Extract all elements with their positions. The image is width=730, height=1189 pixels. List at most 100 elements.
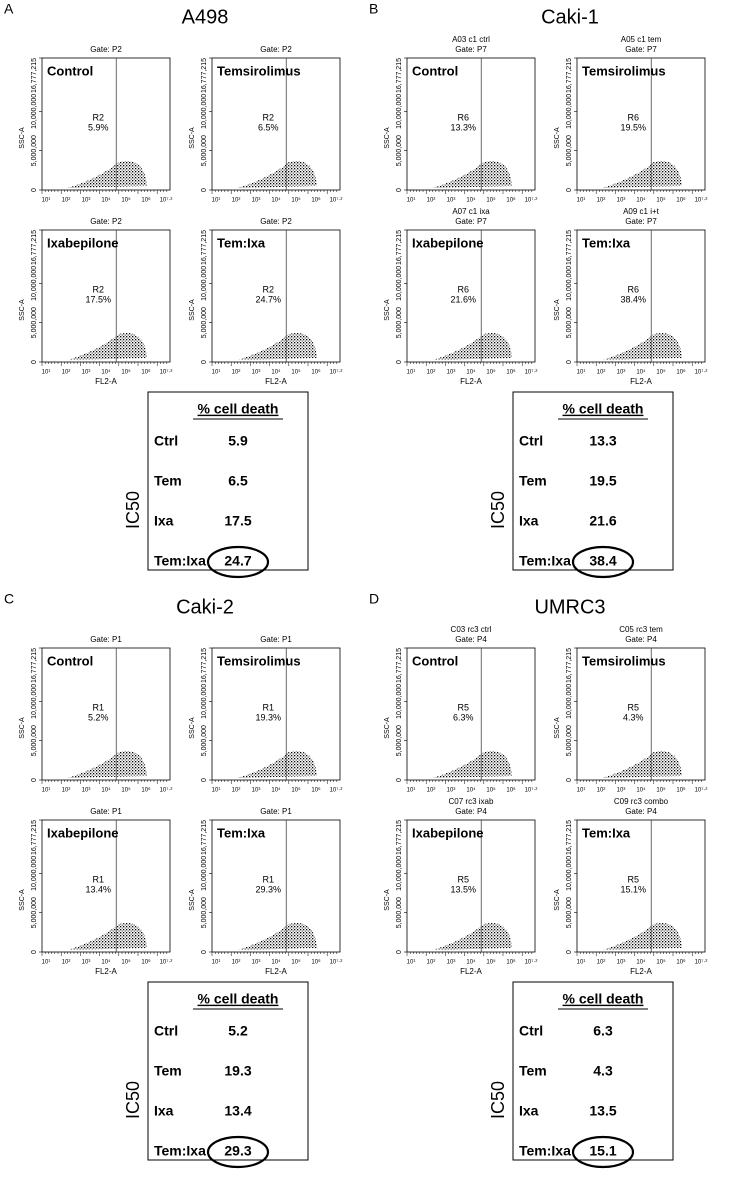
y-tick-label: 0 — [201, 950, 208, 954]
y-tick-label: 16,777,215 — [396, 820, 403, 855]
y-tick-label: 10,000,000 — [201, 266, 208, 301]
x-tick-label: 10² — [232, 198, 241, 204]
x-tick-label: 10⁵ — [121, 959, 131, 966]
plot-header: A05 c1 tem — [621, 35, 662, 44]
x-tick-label: 10⁶ — [311, 369, 321, 376]
x-tick-label: 10¹ — [407, 370, 416, 376]
x-tick-label: 10² — [427, 960, 436, 966]
y-axis-label: SSC-A — [384, 889, 391, 911]
x-tick-label: 10⁴ — [271, 959, 281, 966]
plot-label: Control — [412, 653, 458, 668]
x-tick-label: 10⁵ — [486, 197, 496, 204]
y-tick-label: 16,777,215 — [201, 230, 208, 265]
y-axis-label: SSC-A — [19, 127, 26, 149]
table-box — [147, 981, 309, 1161]
x-tick-label: 10⁵ — [121, 787, 131, 794]
row-value: 17.5 — [224, 513, 251, 529]
region-percent: 4.3% — [623, 712, 644, 722]
plot-header: Gate: P4 — [625, 807, 657, 816]
row-value: 5.9 — [228, 433, 248, 449]
x-tick-label: 10⁷·² — [525, 197, 538, 204]
region-percent: 38.4% — [620, 294, 646, 304]
x-tick-label: 10³ — [447, 960, 456, 966]
dot-cloud — [237, 923, 317, 950]
region-percent: 13.4% — [85, 884, 111, 894]
y-tick-label: 5,000,000 — [566, 307, 573, 338]
y-tick-label: 10,000,000 — [566, 266, 573, 301]
table-box — [147, 391, 309, 571]
result-table: % cell death IC50 Ctrl 13.3 Tem 19.5 Ixa 21.6 Te… — [488, 391, 674, 579]
plot-header: Gate: P1 — [90, 635, 122, 644]
x-tick-label: 10² — [62, 198, 71, 204]
x-tick-label: 10⁷·² — [330, 787, 343, 794]
dot-cloud — [67, 333, 147, 360]
region-name: R2 — [92, 112, 104, 122]
y-tick-label: 0 — [566, 360, 573, 364]
dot-cloud — [432, 751, 512, 778]
row-value: 13.5 — [589, 1103, 616, 1119]
dot-cloud — [67, 923, 147, 950]
side-label: IC50 — [123, 1081, 143, 1119]
x-tick-label: 10⁵ — [656, 787, 666, 794]
plot-label: Tem:Ixa — [217, 825, 266, 840]
y-axis-label: SSC-A — [384, 127, 391, 149]
x-tick-label: 10⁷·² — [160, 959, 173, 966]
y-tick-label: 16,777,215 — [201, 58, 208, 93]
plot-header: Gate: P4 — [625, 635, 657, 644]
plot-header: Gate: P2 — [260, 45, 292, 54]
y-axis-label: SSC-A — [189, 717, 196, 739]
x-tick-label: 10⁶ — [141, 787, 151, 794]
x-tick-label: 10¹ — [577, 788, 586, 794]
x-tick-label: 10⁵ — [291, 787, 301, 794]
y-tick-label: 5,000,000 — [201, 307, 208, 338]
plot-header: Gate: P1 — [260, 807, 292, 816]
x-tick-label: 10¹ — [212, 960, 221, 966]
x-tick-label: 10⁵ — [486, 787, 496, 794]
row-label: Tem:Ixa — [154, 1143, 206, 1159]
y-tick-label: 0 — [31, 950, 38, 954]
y-tick-label: 10,000,000 — [566, 94, 573, 129]
row-label: Ctrl — [519, 1023, 543, 1039]
x-tick-label: 10⁶ — [506, 959, 516, 966]
plot-label: Tem:Ixa — [582, 235, 631, 250]
plot-header: Gate: P2 — [90, 217, 122, 226]
plot-label: Control — [47, 63, 93, 78]
dot-cloud — [67, 751, 147, 778]
y-tick-label: 10,000,000 — [201, 856, 208, 891]
scatter-plot: Gate: P2 Control R25.9% 0 5,000,000 10,000,00… — [19, 45, 173, 203]
x-tick-label: 10³ — [252, 198, 261, 204]
x-tick-label: 10⁴ — [466, 369, 476, 376]
row-value: 38.4 — [589, 553, 616, 569]
row-value: 24.7 — [224, 553, 251, 569]
y-tick-label: 10,000,000 — [396, 856, 403, 891]
x-tick-label: 10⁷·² — [695, 197, 708, 204]
x-tick-label: 10² — [597, 198, 606, 204]
table-header: % cell death — [198, 401, 279, 417]
panel-letter: A — [4, 1, 14, 17]
region-percent: 29.3% — [255, 884, 281, 894]
scatter-plot: Gate: P1 Control R15.2% 0 5,000,000 10,000,00… — [19, 635, 173, 793]
y-tick-label: 16,777,215 — [31, 820, 38, 855]
x-tick-label: 10⁶ — [506, 787, 516, 794]
region-percent: 5.2% — [88, 712, 109, 722]
highlight-circle — [571, 545, 635, 579]
x-axis-label: FL2-A — [460, 967, 482, 976]
row-label: Tem — [519, 473, 547, 489]
region-percent: 19.3% — [255, 712, 281, 722]
y-tick-label: 16,777,215 — [201, 648, 208, 683]
table-header: % cell death — [563, 401, 644, 417]
y-axis-label: SSC-A — [19, 717, 26, 739]
y-tick-label: 10,000,000 — [566, 684, 573, 719]
row-value: 29.3 — [224, 1143, 251, 1159]
y-tick-label: 5,000,000 — [31, 135, 38, 166]
plot-label: Tem:Ixa — [217, 235, 266, 250]
y-tick-label: 5,000,000 — [31, 725, 38, 756]
y-tick-label: 0 — [396, 778, 403, 782]
row-label: Ctrl — [519, 433, 543, 449]
row-value: 5.2 — [228, 1023, 248, 1039]
x-tick-label: 10² — [62, 370, 71, 376]
x-tick-label: 10⁵ — [291, 369, 301, 376]
